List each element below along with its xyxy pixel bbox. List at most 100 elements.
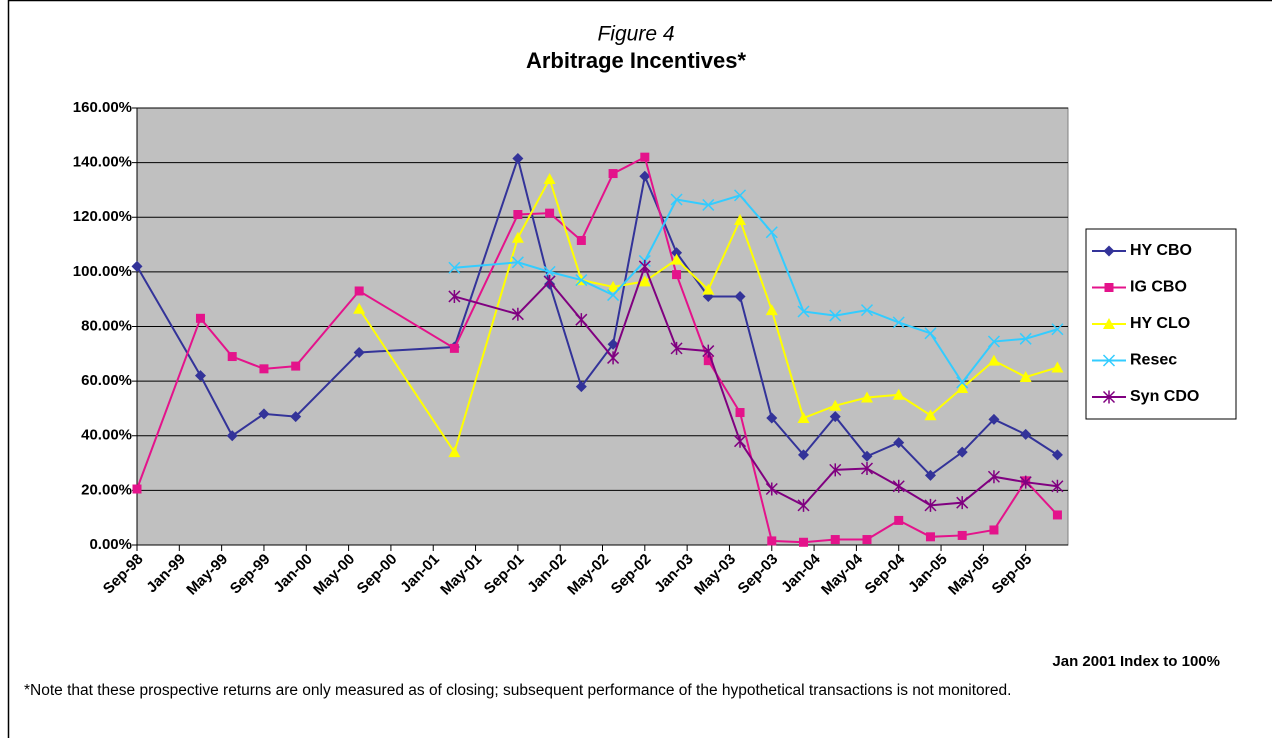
marker: [670, 253, 683, 265]
marker: [353, 346, 365, 358]
marker: [797, 411, 810, 423]
marker: [702, 344, 715, 358]
marker: [861, 450, 873, 462]
marker: [829, 309, 842, 322]
marker: [543, 265, 556, 278]
marker: [1019, 332, 1032, 345]
marker: [925, 532, 935, 542]
y-tick-label: 140.00%: [73, 154, 132, 171]
marker: [672, 270, 682, 280]
marker: [956, 376, 969, 389]
marker: [766, 412, 778, 424]
marker: [290, 411, 302, 423]
marker: [258, 408, 270, 420]
legend-marker: [1102, 354, 1116, 367]
marker: [735, 408, 745, 418]
marker: [734, 434, 747, 448]
marker: [227, 352, 237, 362]
marker: [987, 335, 1000, 348]
marker: [226, 430, 238, 442]
marker: [860, 462, 874, 476]
marker: [797, 498, 810, 512]
chart-title: Arbitrage Incentives*: [526, 48, 747, 73]
marker: [448, 446, 461, 458]
marker: [829, 411, 841, 423]
marker: [638, 259, 651, 273]
marker: [860, 304, 874, 317]
y-tick-label: 0.00%: [89, 536, 132, 553]
marker: [987, 354, 1000, 366]
marker: [799, 537, 809, 547]
marker: [924, 469, 936, 481]
marker: [1019, 475, 1032, 489]
marker: [765, 226, 778, 239]
marker: [575, 381, 587, 393]
y-tick-label: 40.00%: [81, 427, 132, 444]
marker: [639, 170, 651, 182]
marker: [1052, 510, 1062, 520]
marker: [259, 364, 269, 374]
legend-label: Syn CDO: [1130, 388, 1199, 405]
marker: [448, 289, 461, 303]
y-tick-label: 120.00%: [73, 208, 132, 225]
legend-marker: [1103, 318, 1115, 329]
marker: [924, 498, 937, 512]
marker: [956, 496, 969, 510]
marker: [354, 286, 364, 296]
marker: [703, 356, 713, 366]
marker: [797, 305, 810, 318]
marker: [607, 351, 620, 365]
marker: [511, 307, 524, 321]
marker: [511, 256, 524, 269]
marker: [545, 208, 555, 218]
marker: [924, 409, 937, 421]
marker: [734, 189, 747, 202]
marker: [1020, 428, 1032, 440]
marker: [1019, 371, 1032, 383]
marker: [892, 388, 905, 400]
marker: [1051, 323, 1064, 336]
marker: [1051, 361, 1064, 373]
marker: [894, 515, 904, 525]
marker: [924, 327, 937, 340]
marker: [767, 536, 777, 546]
marker: [734, 290, 746, 302]
marker: [513, 210, 523, 220]
marker: [132, 484, 142, 494]
marker: [862, 535, 872, 545]
y-tick-label: 100.00%: [73, 263, 132, 280]
marker: [734, 213, 747, 225]
marker: [1051, 449, 1063, 461]
marker: [449, 343, 459, 353]
marker: [608, 169, 618, 179]
marker: [989, 525, 999, 535]
marker: [353, 302, 366, 314]
marker: [576, 235, 586, 245]
marker: [670, 341, 683, 355]
index-note: Jan 2001 Index to 100%: [1052, 653, 1220, 670]
marker: [575, 274, 588, 287]
legend-label: Resec: [1130, 352, 1177, 369]
marker: [607, 280, 620, 292]
marker: [194, 370, 206, 382]
marker: [512, 153, 524, 165]
marker: [543, 173, 556, 185]
marker: [988, 413, 1000, 425]
legend-marker: [1102, 390, 1116, 404]
marker: [765, 304, 778, 316]
marker: [638, 275, 651, 287]
marker: [640, 152, 650, 162]
marker: [957, 530, 967, 540]
marker: [798, 449, 810, 461]
legend-label: IG CBO: [1130, 279, 1187, 296]
marker: [893, 437, 905, 449]
marker: [448, 261, 461, 274]
legend-label: HY CBO: [1130, 242, 1192, 259]
legend-marker: [1103, 245, 1115, 257]
marker: [543, 274, 556, 288]
marker: [956, 446, 968, 458]
marker: [829, 463, 842, 477]
marker: [956, 381, 969, 393]
